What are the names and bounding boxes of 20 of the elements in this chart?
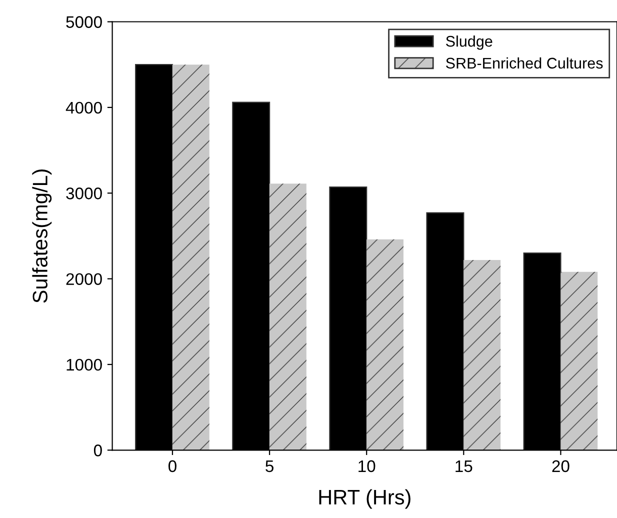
legend-label: Sludge — [446, 36, 492, 50]
x-tick-label: 20 — [552, 460, 570, 472]
x-axis-title: HRT (Hrs) — [319, 489, 410, 509]
y-tick-label: 3000 — [66, 188, 102, 200]
y-tick-label: 4000 — [66, 102, 102, 114]
x-tick-label: 10 — [358, 460, 376, 472]
y-tick-label: 1000 — [66, 358, 102, 371]
x-tick-label: 15 — [456, 460, 472, 472]
bar — [366, 239, 404, 450]
bar — [172, 64, 210, 450]
x-tick-label: 0 — [168, 460, 176, 472]
y-tick-label: 2000 — [66, 273, 102, 285]
bar — [560, 272, 598, 450]
y-tick-label: 0 — [94, 444, 102, 456]
y-tick-label: 5000 — [66, 16, 102, 28]
bar — [464, 260, 501, 450]
legend-label: SRB-Enriched Cultures — [446, 57, 603, 69]
y-axis-title: Sulfates(mg/L) — [32, 170, 52, 303]
bar — [270, 184, 306, 450]
x-tick-label: 5 — [266, 460, 274, 472]
